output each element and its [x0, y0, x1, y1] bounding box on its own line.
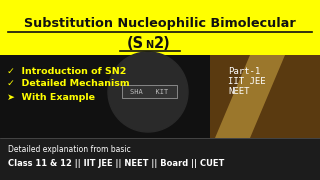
FancyBboxPatch shape [0, 138, 320, 180]
Text: ✓  Detailed Mechanism: ✓ Detailed Mechanism [7, 80, 130, 89]
Text: ✓  Introduction of SN2: ✓ Introduction of SN2 [7, 66, 126, 75]
Text: (S: (S [127, 35, 144, 51]
Text: Substitution Nucleophilic Bimolecular: Substitution Nucleophilic Bimolecular [24, 17, 296, 30]
Text: SHA   KIT: SHA KIT [130, 89, 168, 94]
Text: Class 11 & 12 || IIT JEE || NEET || Board || CUET: Class 11 & 12 || IIT JEE || NEET || Boar… [8, 159, 224, 168]
FancyBboxPatch shape [210, 55, 320, 138]
FancyBboxPatch shape [0, 0, 320, 55]
Polygon shape [215, 55, 285, 138]
Text: ➤  With Example: ➤ With Example [7, 93, 95, 102]
Circle shape [108, 52, 188, 132]
FancyBboxPatch shape [122, 85, 177, 98]
Text: IIT JEE: IIT JEE [228, 78, 266, 87]
Text: Detailed explanation from basic: Detailed explanation from basic [8, 145, 131, 154]
Text: Part-1: Part-1 [228, 68, 260, 76]
Text: N: N [145, 40, 153, 50]
Text: NEET: NEET [228, 87, 250, 96]
Text: 2): 2) [154, 35, 171, 51]
